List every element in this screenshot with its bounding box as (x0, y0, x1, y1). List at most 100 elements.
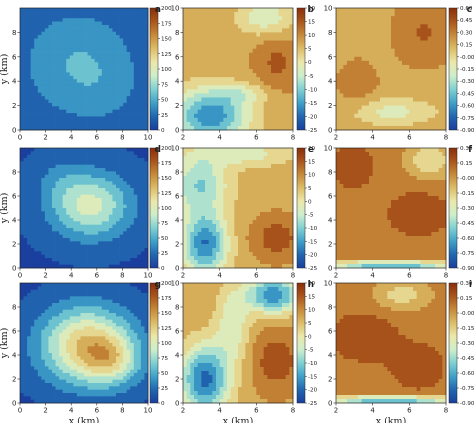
heatmap-cell (186, 105, 191, 111)
heatmap-cell (350, 101, 355, 106)
heatmap-cell (98, 116, 103, 121)
heatmap-cell (69, 119, 74, 124)
heatmap-cell (48, 164, 53, 169)
heatmap-cell (69, 69, 74, 73)
heatmap-cell (186, 200, 191, 205)
heatmap-cell (48, 171, 53, 176)
heatmap-cell (30, 79, 35, 83)
heatmap-cell (41, 126, 46, 131)
heatmap-cell (119, 148, 124, 152)
panel-label-b: b (308, 5, 315, 15)
heatmap-cell (112, 65, 117, 70)
heatmap-cell (73, 221, 78, 226)
heatmap-cell (105, 191, 110, 196)
heatmap-cell (55, 35, 60, 39)
heatmap-cell (424, 113, 429, 119)
heatmap-cell (380, 117, 385, 123)
heatmap-cell (144, 241, 149, 246)
heatmap-cell (234, 121, 239, 127)
heatmap-cell (347, 48, 352, 54)
heatmap-cell (108, 8, 113, 12)
heatmap-cell (391, 20, 396, 25)
heatmap-cell (241, 52, 246, 58)
heatmap-cell (76, 41, 81, 46)
heatmap-cell (438, 121, 443, 127)
heatmap-cell (223, 56, 228, 62)
heatmap-cell (398, 20, 403, 25)
heatmap-cell (343, 97, 348, 102)
heatmap-cell (66, 238, 71, 242)
heatmap-cell (144, 161, 149, 166)
heatmap-cell (55, 24, 60, 29)
heatmap-cell (197, 113, 202, 119)
heatmap-cell (34, 102, 39, 107)
heatmap-cell (69, 79, 74, 83)
heatmap-cell (44, 8, 49, 12)
heatmap-cell (73, 48, 78, 53)
heatmap-cell (112, 24, 117, 29)
heatmap-cell (194, 168, 199, 173)
heatmap-cell (91, 241, 96, 246)
heatmap-cell (205, 160, 210, 165)
heatmap-cell (34, 113, 39, 117)
heatmap-cell (190, 113, 195, 119)
heatmap-cell (23, 211, 28, 216)
heatmap-cell (194, 48, 199, 54)
colorbar-tick-label: -0.90 (460, 128, 474, 134)
heatmap-cell (413, 117, 418, 123)
heatmap-cell (201, 28, 206, 33)
heatmap-cell (267, 85, 272, 90)
heatmap-cell (424, 121, 429, 127)
heatmap-cell (186, 148, 191, 153)
heatmap-cell (190, 260, 195, 265)
heatmap-cell (230, 20, 235, 25)
heatmap-cell (223, 192, 228, 197)
heatmap-cell (27, 154, 32, 159)
heatmap-cell (201, 20, 206, 25)
heatmap-cell (55, 211, 60, 216)
heatmap-cell (238, 113, 243, 119)
heatmap-cell (205, 164, 210, 169)
heatmap-cell (369, 32, 374, 37)
heatmap-cell (20, 191, 24, 196)
heatmap-cell (183, 152, 188, 157)
heatmap-cell (212, 264, 217, 269)
heatmap-cell (186, 12, 191, 17)
heatmap-cell (44, 224, 49, 229)
heatmap-cell (241, 16, 246, 21)
heatmap-cell (59, 264, 64, 269)
heatmap-cell (94, 72, 99, 77)
heatmap-cell (438, 101, 443, 106)
heatmap-cell (119, 181, 124, 186)
heatmap-cell (398, 60, 403, 66)
y-tick-label: 4 (12, 217, 17, 225)
heatmap-cell (84, 58, 88, 63)
heatmap-cell (263, 40, 268, 45)
heatmap-cell (398, 32, 403, 37)
heatmap-cell (105, 58, 110, 63)
heatmap-cell (358, 64, 363, 70)
heatmap-cell (87, 198, 92, 202)
heatmap-cell (98, 35, 103, 39)
heatmap-cell (27, 258, 32, 262)
heatmap-cell (274, 32, 279, 37)
heatmap-cell (91, 38, 96, 43)
heatmap-cell (420, 97, 425, 102)
heatmap-cell (87, 116, 92, 121)
heatmap-cell (133, 102, 138, 107)
heatmap-cell (278, 64, 283, 70)
heatmap-cell (190, 125, 195, 131)
heatmap-cell (91, 248, 96, 252)
heatmap-cell (55, 31, 60, 36)
heatmap-cell (442, 40, 447, 45)
heatmap-cell (216, 232, 221, 237)
heatmap-cell (427, 8, 432, 13)
heatmap-cell (101, 123, 106, 127)
heatmap-cell (119, 178, 124, 182)
heatmap-cell (372, 89, 377, 94)
heatmap-cell (137, 234, 142, 239)
heatmap-cell (256, 44, 261, 50)
heatmap-cell (30, 113, 35, 117)
heatmap-cell (398, 8, 403, 13)
heatmap-cell (84, 168, 88, 172)
